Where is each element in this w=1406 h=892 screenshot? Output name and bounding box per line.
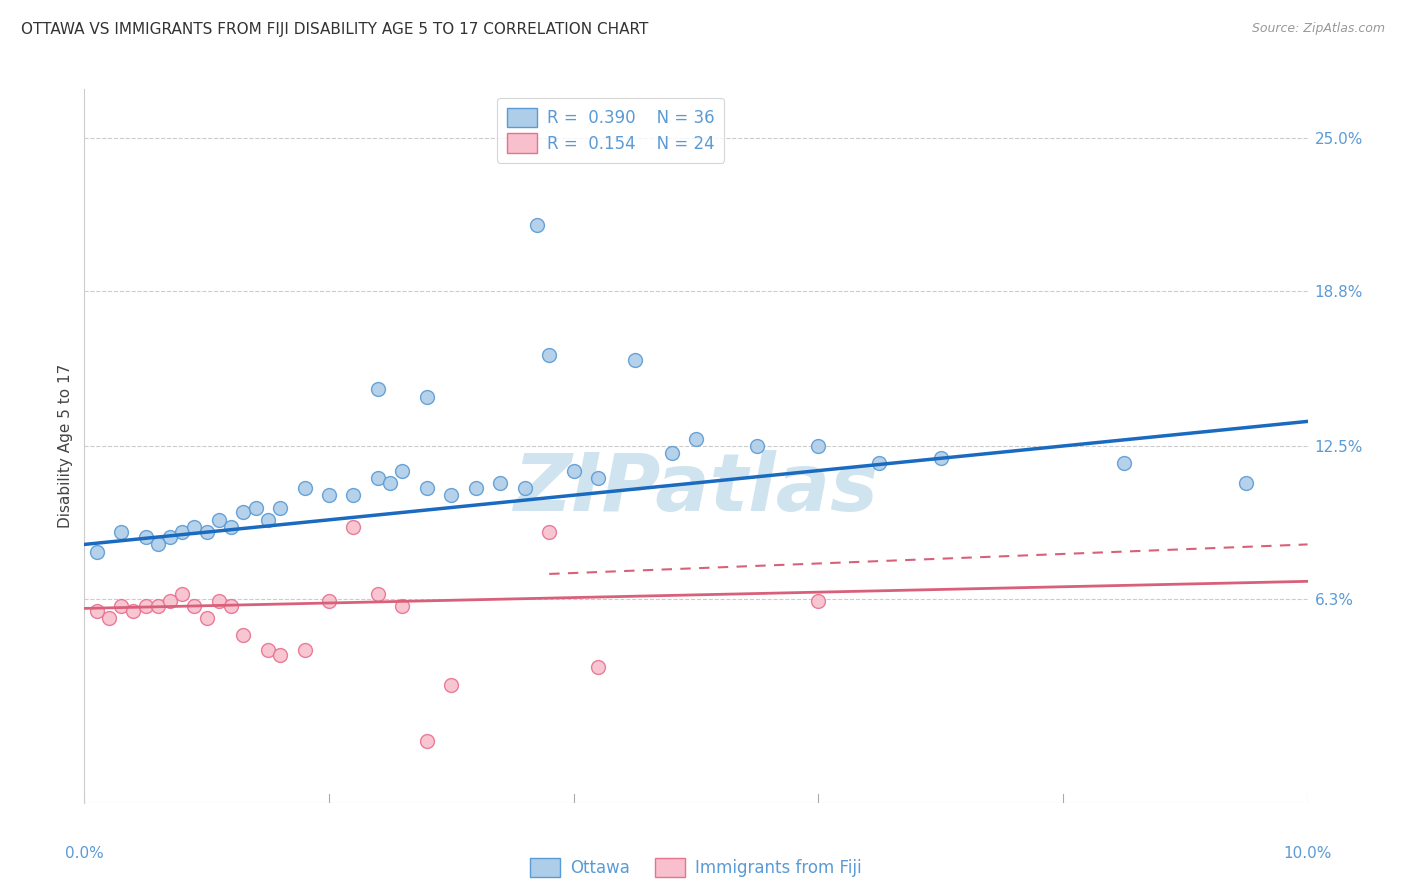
Point (586, 660, 609, 674)
Point (146, 537, 169, 551)
Point (97, 611, 120, 625)
Point (440, 488, 463, 502)
Y-axis label: Disability Age 5 to 17: Disability Age 5 to 17 (58, 364, 73, 528)
Point (440, 678, 463, 692)
Point (269, 648, 291, 662)
Point (807, 439, 830, 453)
Point (380, 475, 402, 490)
Text: Source: ZipAtlas.com: Source: ZipAtlas.com (1251, 22, 1385, 36)
Text: 10.0%: 10.0% (1284, 846, 1331, 861)
Point (1236, 475, 1258, 490)
Point (1114, 456, 1136, 470)
Point (159, 594, 181, 608)
Point (172, 525, 194, 540)
Point (195, 611, 218, 625)
Point (159, 530, 181, 544)
Point (208, 513, 231, 527)
Point (110, 599, 132, 613)
Text: OTTAWA VS IMMIGRANTS FROM FIJI DISABILITY AGE 5 TO 17 CORRELATION CHART: OTTAWA VS IMMIGRANTS FROM FIJI DISABILIT… (21, 22, 648, 37)
Point (342, 488, 364, 502)
Point (208, 594, 231, 608)
Point (624, 352, 647, 367)
Point (367, 587, 389, 601)
Point (342, 520, 364, 534)
Point (232, 505, 254, 519)
Point (245, 500, 267, 515)
Point (416, 481, 439, 495)
Point (513, 481, 536, 495)
Point (86, 604, 108, 618)
Point (318, 594, 340, 608)
Point (489, 475, 512, 490)
Point (269, 500, 291, 515)
Point (183, 520, 205, 534)
Point (869, 456, 891, 470)
Point (219, 520, 242, 534)
Point (219, 599, 242, 613)
Point (232, 628, 254, 642)
Point (538, 525, 561, 540)
Point (257, 643, 280, 657)
Point (526, 218, 548, 232)
Point (135, 599, 157, 613)
Point (807, 594, 830, 608)
Point (183, 599, 205, 613)
Point (416, 390, 439, 404)
Point (747, 439, 769, 453)
Point (294, 643, 316, 657)
Text: ZIPatlas: ZIPatlas (513, 450, 879, 528)
Point (135, 530, 157, 544)
Point (661, 446, 683, 460)
Point (367, 471, 389, 485)
Point (586, 471, 609, 485)
Legend: Ottawa, Immigrants from Fiji: Ottawa, Immigrants from Fiji (520, 848, 872, 888)
Point (257, 513, 280, 527)
Point (172, 587, 194, 601)
Point (464, 481, 486, 495)
Point (685, 432, 707, 446)
Point (86, 545, 108, 559)
Point (562, 464, 585, 478)
Point (110, 525, 132, 540)
Point (929, 451, 952, 466)
Point (146, 599, 169, 613)
Point (391, 599, 413, 613)
Point (416, 734, 439, 748)
Point (195, 525, 218, 540)
Point (294, 481, 316, 495)
Point (391, 464, 413, 478)
Point (122, 604, 145, 618)
Point (318, 488, 340, 502)
Point (367, 383, 389, 397)
Point (538, 348, 561, 362)
Text: 0.0%: 0.0% (65, 846, 104, 861)
